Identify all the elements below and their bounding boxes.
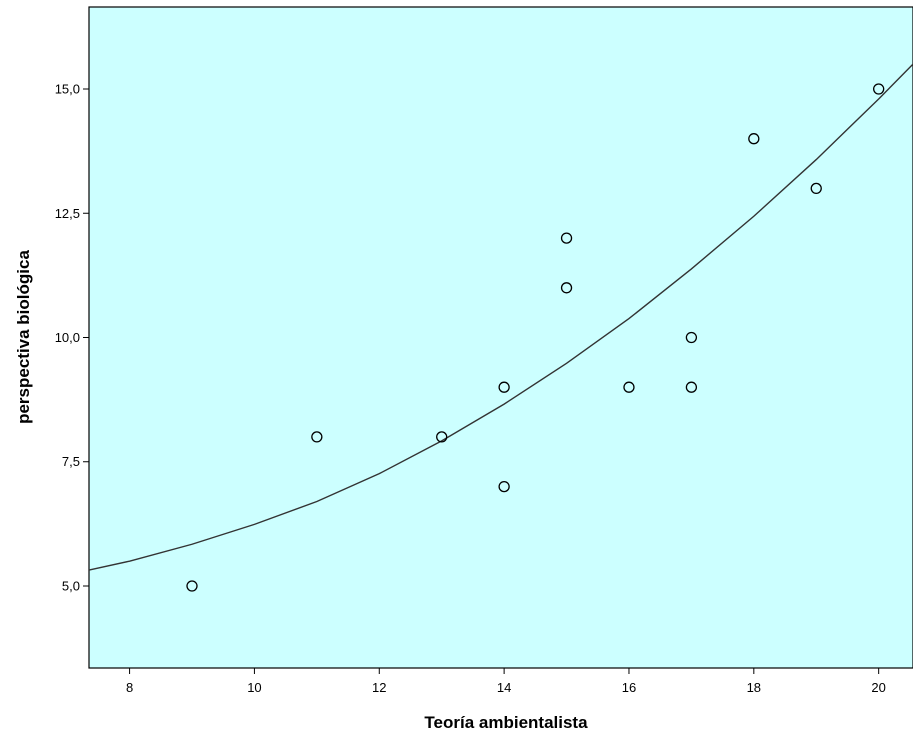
data-point <box>810 182 822 195</box>
y-axis-title: perspectiva biológica <box>14 250 33 424</box>
data-point <box>311 431 323 443</box>
data-point <box>560 232 573 244</box>
data-point <box>498 480 510 493</box>
x-axis: 8 10 12 14 16 18 20 <box>126 668 886 695</box>
y-tick-label: 12,5 <box>55 206 80 221</box>
data-point <box>685 331 698 344</box>
y-axis: 5,0 7,5 10,0 12,5 15,0 <box>55 82 89 593</box>
y-tick-label: 15,0 <box>55 82 80 97</box>
plot-area-background <box>88 6 913 669</box>
x-tick-label: 18 <box>747 680 761 695</box>
x-tick-label: 8 <box>126 680 133 695</box>
data-point <box>623 381 635 393</box>
x-tick-label: 14 <box>497 680 511 695</box>
x-tick-label: 16 <box>622 680 636 695</box>
data-points <box>186 83 885 592</box>
x-axis-title: Teoría ambientalista <box>424 713 588 732</box>
fit-curve <box>88 63 913 571</box>
data-point <box>436 431 448 443</box>
x-tick-label: 12 <box>372 680 386 695</box>
data-point <box>748 133 760 145</box>
data-point <box>498 381 510 393</box>
data-point <box>186 580 198 592</box>
y-tick-label: 10,0 <box>55 330 80 345</box>
x-tick-label: 10 <box>247 680 261 695</box>
y-tick-label: 5,0 <box>62 578 80 593</box>
data-point <box>685 381 698 393</box>
data-point <box>873 83 885 95</box>
data-point <box>560 282 573 294</box>
x-tick-label: 20 <box>871 680 885 695</box>
y-tick-label: 7,5 <box>62 454 80 469</box>
